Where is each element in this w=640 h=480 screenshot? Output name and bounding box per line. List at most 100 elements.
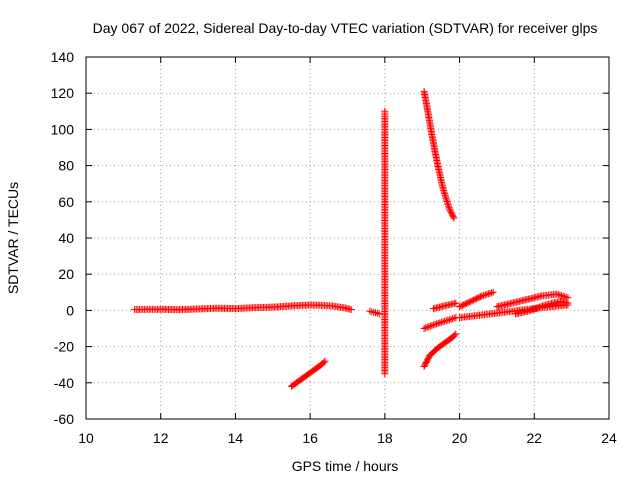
data-point (448, 210, 456, 218)
data-point (429, 321, 437, 329)
data-point (536, 303, 544, 311)
y-tick-label: 140 (51, 49, 75, 65)
data-point (446, 207, 454, 215)
y-tick-label: 100 (51, 121, 75, 137)
data-point (559, 292, 567, 300)
y-tick-label: -60 (54, 411, 74, 427)
data-point (444, 199, 452, 207)
data-points (131, 87, 572, 390)
data-point (444, 316, 452, 324)
data-point (436, 319, 444, 327)
data-point (420, 325, 428, 332)
data-point (451, 331, 459, 339)
data-point (527, 306, 535, 314)
data-point (452, 330, 460, 338)
data-point (489, 288, 497, 296)
data-point (426, 322, 434, 330)
series-arc-negative-cluster (420, 330, 460, 371)
data-point (449, 213, 457, 221)
series-arc-negative-upper (420, 314, 460, 332)
data-point (553, 290, 561, 298)
series-arc-flat-short (366, 307, 383, 318)
data-point (321, 357, 329, 365)
data-point (443, 198, 451, 206)
y-tick-label: 40 (58, 230, 74, 246)
data-point (450, 314, 458, 322)
data-point (486, 289, 494, 297)
data-point (422, 324, 430, 332)
data-point (528, 306, 536, 314)
y-tick-label: -40 (54, 375, 74, 391)
data-point (448, 211, 456, 219)
series-arc-band-22-23 (512, 297, 572, 318)
plot-frame (85, 56, 610, 420)
data-point (320, 358, 328, 366)
data-point (488, 289, 496, 297)
data-point (444, 201, 452, 209)
tick-labels: 10 12 14 16 18 20 22 24 -60 -40 -20 0 20 40 60 80 100 120… (51, 49, 617, 446)
x-tick-label: 14 (228, 430, 244, 446)
data-point (484, 290, 492, 298)
data-point (437, 318, 445, 326)
y-tick-label: 80 (58, 158, 74, 174)
data-point (554, 291, 562, 299)
series-arc-flat-main (131, 301, 355, 314)
data-point (445, 202, 453, 210)
data-point (445, 204, 453, 212)
data-point (428, 321, 436, 329)
data-point (433, 320, 441, 328)
data-point (533, 304, 541, 312)
data-point (558, 292, 566, 300)
series-arc-rising-20 (456, 288, 497, 311)
x-tick-label: 20 (452, 430, 468, 446)
y-tick-label: 120 (51, 85, 75, 101)
data-point (442, 196, 450, 204)
x-tick-label: 16 (302, 430, 318, 446)
y-axis-label: SDTVAR / TECUs (5, 182, 21, 294)
data-point (449, 315, 457, 323)
series-arc-near-zero-19 (429, 299, 460, 313)
data-point (442, 317, 450, 325)
data-point (447, 315, 455, 323)
x-tick-label: 24 (601, 430, 617, 446)
data-point (381, 370, 389, 378)
data-point (425, 323, 433, 331)
data-point (530, 305, 538, 313)
y-tick-label: 20 (58, 266, 74, 282)
series-arc-steep-falling (420, 87, 458, 222)
y-tick-label: 60 (58, 194, 74, 210)
data-point (423, 323, 431, 331)
data-point (441, 317, 449, 325)
y-tick-label: 0 (66, 302, 74, 318)
x-tick-label: 22 (526, 430, 542, 446)
x-tick-label: 10 (78, 430, 94, 446)
data-point (539, 302, 547, 310)
data-point (556, 291, 564, 299)
data-point (447, 208, 455, 216)
data-point (434, 319, 442, 327)
series-arc-band-21-23 (493, 290, 572, 311)
data-point (564, 299, 572, 307)
data-point (375, 310, 383, 318)
data-point (481, 291, 489, 299)
data-point (347, 305, 355, 313)
data-point (531, 305, 539, 313)
series-arc-negative-rising (287, 357, 329, 390)
y-tick-label: -20 (54, 339, 74, 355)
data-point (480, 291, 488, 299)
data-point (534, 304, 542, 312)
data-point (483, 290, 491, 298)
data-point (445, 316, 453, 324)
data-point (540, 302, 548, 310)
data-point (446, 205, 454, 213)
grid (86, 57, 609, 419)
series-outliers-18h (381, 107, 389, 378)
data-point (478, 292, 486, 300)
data-point (450, 214, 458, 222)
data-point (439, 318, 447, 326)
x-tick-label: 18 (377, 430, 393, 446)
data-point (452, 299, 460, 307)
data-point (537, 303, 545, 311)
